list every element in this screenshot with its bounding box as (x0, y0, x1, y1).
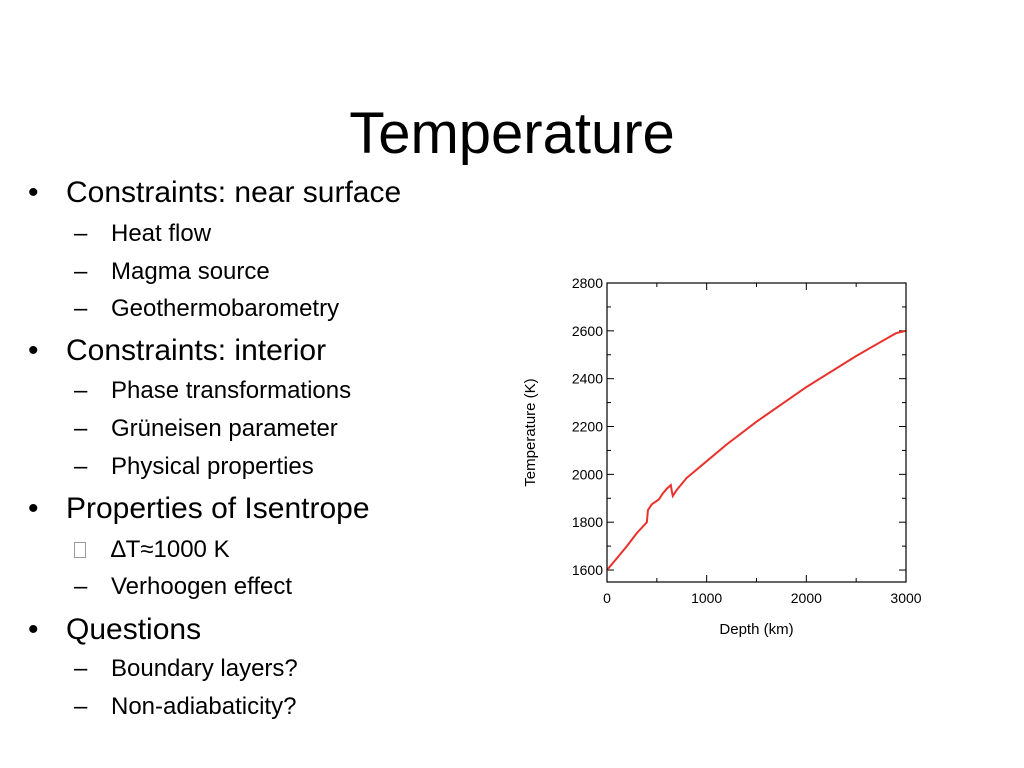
sub-bullet-text: Geothermobarometry (111, 295, 340, 322)
dash-marker: – (74, 295, 88, 322)
y-axis-label: Temperature (K) (522, 378, 539, 486)
chart-ticks (606, 282, 907, 582)
plot-frame (606, 282, 907, 583)
x-tick-label: 3000 (890, 590, 921, 606)
y-tick-label: 1800 (572, 514, 603, 530)
dash-marker: – (74, 258, 88, 285)
x-tick-label: 1000 (691, 590, 722, 606)
bullet-marker: • (28, 176, 39, 209)
sub-bullet-text: Magma source (111, 258, 270, 285)
series-line-temperature (606, 329, 907, 571)
sub-bullet-phase-transformations: – Phase transformations (74, 376, 351, 406)
y-tick-label: 2800 (572, 275, 603, 291)
dash-marker: – (74, 453, 88, 480)
sub-bullet-text: Non-adiabaticity? (111, 693, 297, 720)
sub-bullet-text: Physical properties (111, 453, 314, 480)
sub-bullet-text: Heat flow (111, 220, 212, 247)
missing-glyph-icon (74, 535, 111, 565)
sub-bullet-text: ∆T≈1000 K (111, 536, 230, 563)
sub-bullet-physical-properties: – Physical properties (74, 452, 314, 482)
x-axis-label: Depth (km) (719, 621, 793, 638)
sub-bullet-text: Verhoogen effect (111, 573, 293, 600)
bullet-text: Properties of Isentrope (66, 492, 370, 525)
dash-marker: – (74, 220, 88, 247)
sub-bullet-magma-source: – Magma source (74, 257, 270, 287)
bullet-text: Constraints: interior (66, 334, 327, 367)
bullet-marker: • (28, 334, 39, 367)
y-tick-label: 2200 (572, 419, 603, 435)
temperature-depth-chart: 1600 1800 2000 2200 2400 2600 2800 0 1000 2000 300… (522, 275, 922, 638)
y-tick-label: 2000 (572, 466, 603, 482)
sub-bullet-geothermobarometry: – Geothermobarometry (74, 294, 339, 324)
slide-title: Temperature (349, 101, 675, 166)
chart-tick-labels: 1600 1800 2000 2200 2400 2600 2800 0 1000 2000 300… (572, 275, 922, 606)
dash-marker: – (74, 415, 88, 442)
dash-marker: – (74, 693, 88, 720)
bullet-properties-of-isentrope: • Properties of Isentrope (28, 491, 370, 527)
y-tick-label: 1600 (572, 562, 603, 578)
bullet-text: Questions (66, 613, 202, 646)
dash-marker: – (74, 377, 88, 404)
bullet-questions: • Questions (28, 612, 201, 648)
x-tick-label: 2000 (791, 590, 822, 606)
sub-bullet-heat-flow: – Heat flow (74, 219, 211, 249)
x-tick-label: 0 (603, 590, 611, 606)
bullet-marker: • (28, 613, 39, 646)
sub-bullet-text: Phase transformations (111, 377, 352, 404)
sub-bullet-verhoogen-effect: – Verhoogen effect (74, 572, 292, 602)
sub-bullet-boundary-layers: – Boundary layers? (74, 654, 298, 684)
bullet-list: • Constraints: near surface – Heat flow – M… (28, 175, 401, 722)
sub-bullet-text: Boundary layers? (111, 655, 298, 682)
bullet-text: Constraints: near surface (66, 176, 402, 209)
sub-bullet-non-adiabaticity: – Non-adiabaticity? (74, 692, 296, 722)
bullet-marker: • (28, 492, 39, 525)
bullet-constraints-interior: • Constraints: interior (28, 333, 326, 369)
dash-marker: – (74, 655, 88, 682)
dash-marker: – (74, 573, 88, 600)
y-tick-label: 2600 (572, 323, 603, 339)
bullet-constraints-near-surface: • Constraints: near surface (28, 175, 401, 211)
sub-bullet-gruneisen-parameter: – Grüneisen parameter (74, 414, 338, 444)
sub-bullet-delta-t: ∆T≈1000 K (74, 535, 230, 565)
y-tick-label: 2400 (572, 371, 603, 387)
sub-bullet-text: Grüneisen parameter (111, 415, 338, 442)
